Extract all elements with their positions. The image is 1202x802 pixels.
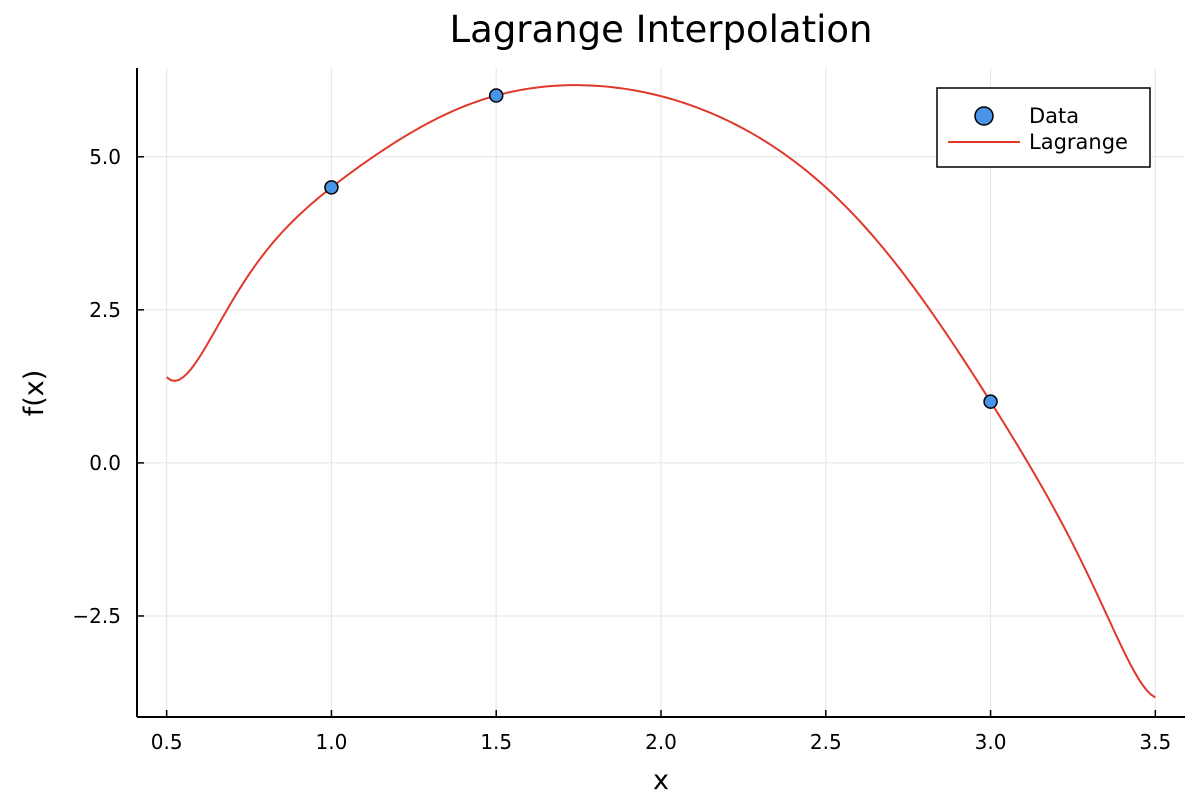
data-point bbox=[324, 180, 339, 195]
y-tick-label: 5.0 bbox=[89, 145, 121, 169]
data-point bbox=[983, 394, 998, 409]
legend-box bbox=[936, 87, 1151, 168]
x-axis-label: x bbox=[653, 765, 669, 796]
x-axis-ticks: 0.5 1.0 1.5 2.0 2.5 3.0 3.5 bbox=[151, 710, 1171, 754]
series-layer bbox=[166, 84, 1156, 699]
x-tick-label: 3.0 bbox=[975, 730, 1007, 754]
x-tick-label: 1.0 bbox=[316, 730, 348, 754]
legend-lagrange-label: Lagrange bbox=[1029, 130, 1128, 154]
y-tick-label: 0.0 bbox=[89, 451, 121, 475]
x-tick-label: 1.5 bbox=[480, 730, 512, 754]
x-tick-label: 2.5 bbox=[810, 730, 842, 754]
chart-title: Lagrange Interpolation bbox=[450, 8, 873, 51]
y-axis-ticks: −2.5 0.0 2.5 5.0 bbox=[72, 145, 144, 628]
legend-data-label: Data bbox=[1029, 104, 1079, 128]
x-tick-label: 0.5 bbox=[151, 730, 183, 754]
legend: Data Lagrange bbox=[936, 87, 1151, 168]
y-axis-label: f(x) bbox=[19, 370, 50, 417]
legend-data-marker bbox=[974, 106, 994, 126]
data-point bbox=[488, 88, 504, 103]
x-tick-label: 2.0 bbox=[645, 730, 677, 754]
y-tick-label: −2.5 bbox=[72, 604, 121, 628]
y-tick-label: 2.5 bbox=[89, 298, 121, 322]
x-tick-label: 3.5 bbox=[1139, 730, 1171, 754]
